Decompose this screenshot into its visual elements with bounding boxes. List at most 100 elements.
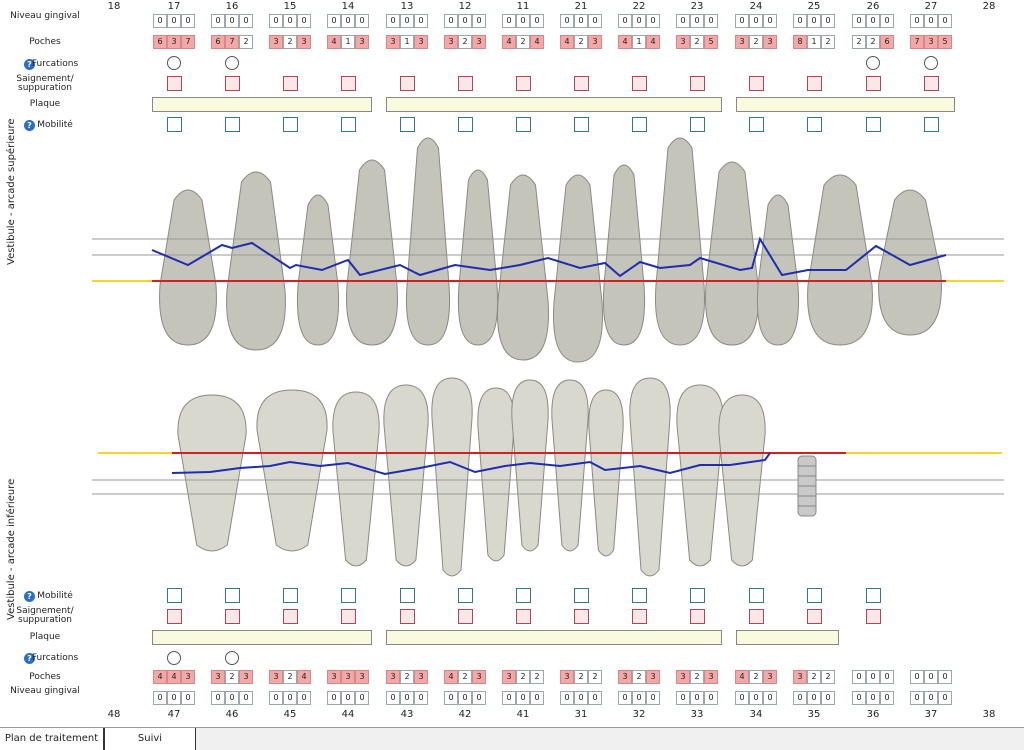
furcations-help-icon[interactable]: ?: [24, 59, 35, 70]
upper-saignement-26[interactable]: [866, 76, 881, 91]
lower-niveau-37-cell[interactable]: 0: [910, 691, 924, 705]
upper-niveau-13-cell[interactable]: 0: [400, 14, 414, 28]
upper-poches-25-cell[interactable]: 8: [793, 35, 807, 49]
upper-poches-14-cell[interactable]: 1: [341, 35, 355, 49]
lower-saignement-42[interactable]: [458, 609, 473, 624]
lower-poches-41-cell[interactable]: 2: [530, 670, 544, 684]
lower-saignement-47[interactable]: [167, 609, 182, 624]
lower-furcation-47[interactable]: [167, 651, 181, 665]
upper-niveau-21-cell[interactable]: 0: [574, 14, 588, 28]
lower-saignement-44[interactable]: [341, 609, 356, 624]
upper-poches-27-cell[interactable]: 7: [910, 35, 924, 49]
upper-poches-21-cell[interactable]: 2: [574, 35, 588, 49]
lower-niveau-41-cell[interactable]: 0: [530, 691, 544, 705]
upper-poches-12-cell[interactable]: 3: [472, 35, 486, 49]
upper-poches-12-cell[interactable]: 2: [458, 35, 472, 49]
upper-saignement-17[interactable]: [167, 76, 182, 91]
upper-poches-26-cell[interactable]: 6: [880, 35, 894, 49]
upper-niveau-13-cell[interactable]: 0: [386, 14, 400, 28]
mobilite-help-icon[interactable]: ?: [24, 120, 35, 131]
lower-niveau-45-cell[interactable]: 0: [283, 691, 297, 705]
lower-mobilite-34[interactable]: [749, 588, 764, 603]
lower-poches-31-cell[interactable]: 2: [574, 670, 588, 684]
lower-saignement-34[interactable]: [749, 609, 764, 624]
lower-poches-32-cell[interactable]: 2: [632, 670, 646, 684]
lower-niveau-32-cell[interactable]: 0: [618, 691, 632, 705]
lower-niveau-36-cell[interactable]: 0: [852, 691, 866, 705]
upper-plaque-bar-2[interactable]: [386, 97, 722, 112]
lower-niveau-41-cell[interactable]: 0: [516, 691, 530, 705]
lower-saignement-36[interactable]: [866, 609, 881, 624]
upper-niveau-21-cell[interactable]: 0: [560, 14, 574, 28]
upper-niveau-11-cell[interactable]: 0: [516, 14, 530, 28]
upper-mobilite-16[interactable]: [225, 117, 240, 132]
upper-niveau-24-cell[interactable]: 0: [749, 14, 763, 28]
upper-mobilite-21[interactable]: [574, 117, 589, 132]
upper-niveau-11-cell[interactable]: 0: [502, 14, 516, 28]
lower-poches-35-cell[interactable]: 2: [821, 670, 835, 684]
lower-poches-47-cell[interactable]: 3: [181, 670, 195, 684]
upper-poches-22-cell[interactable]: 4: [618, 35, 632, 49]
lower-poches-33-cell[interactable]: 2: [690, 670, 704, 684]
tab-plan-de-traitement[interactable]: Plan de traitement: [0, 728, 104, 750]
lower-saignement-43[interactable]: [400, 609, 415, 624]
upper-niveau-27-cell[interactable]: 0: [910, 14, 924, 28]
upper-saignement-21[interactable]: [574, 76, 589, 91]
upper-poches-15-cell[interactable]: 3: [269, 35, 283, 49]
lower-niveau-31-cell[interactable]: 0: [588, 691, 602, 705]
lower-mobilite-42[interactable]: [458, 588, 473, 603]
lower-mobilite-47[interactable]: [167, 588, 182, 603]
upper-poches-27-cell[interactable]: 3: [924, 35, 938, 49]
upper-niveau-15-cell[interactable]: 0: [283, 14, 297, 28]
lower-niveau-32-cell[interactable]: 0: [632, 691, 646, 705]
upper-niveau-17-cell[interactable]: 0: [181, 14, 195, 28]
lower-mobilite-help-icon[interactable]: ?: [24, 591, 35, 602]
lower-niveau-34-cell[interactable]: 0: [749, 691, 763, 705]
upper-furcation-26[interactable]: [866, 56, 880, 70]
upper-poches-11-cell[interactable]: 2: [516, 35, 530, 49]
lower-niveau-44-cell[interactable]: 0: [327, 691, 341, 705]
lower-poches-36-cell[interactable]: 0: [880, 670, 894, 684]
lower-niveau-35-cell[interactable]: 0: [793, 691, 807, 705]
upper-niveau-23-cell[interactable]: 0: [676, 14, 690, 28]
upper-mobilite-13[interactable]: [400, 117, 415, 132]
lower-poches-43-cell[interactable]: 2: [400, 670, 414, 684]
upper-niveau-24-cell[interactable]: 0: [735, 14, 749, 28]
lower-saignement-31[interactable]: [574, 609, 589, 624]
upper-niveau-11-cell[interactable]: 0: [530, 14, 544, 28]
upper-poches-24-cell[interactable]: 3: [763, 35, 777, 49]
upper-niveau-15-cell[interactable]: 0: [297, 14, 311, 28]
upper-niveau-26-cell[interactable]: 0: [866, 14, 880, 28]
lower-poches-42-cell[interactable]: 4: [444, 670, 458, 684]
upper-niveau-24-cell[interactable]: 0: [763, 14, 777, 28]
upper-poches-21-cell[interactable]: 3: [588, 35, 602, 49]
upper-poches-11-cell[interactable]: 4: [502, 35, 516, 49]
upper-saignement-16[interactable]: [225, 76, 240, 91]
lower-niveau-46-cell[interactable]: 0: [211, 691, 225, 705]
lower-saignement-46[interactable]: [225, 609, 240, 624]
upper-saignement-11[interactable]: [516, 76, 531, 91]
upper-niveau-16-cell[interactable]: 0: [211, 14, 225, 28]
upper-saignement-23[interactable]: [690, 76, 705, 91]
lower-poches-41-cell[interactable]: 2: [516, 670, 530, 684]
lower-furcation-46[interactable]: [225, 651, 239, 665]
upper-poches-25-cell[interactable]: 2: [821, 35, 835, 49]
lower-mobilite-44[interactable]: [341, 588, 356, 603]
lower-poches-34-cell[interactable]: 4: [735, 670, 749, 684]
